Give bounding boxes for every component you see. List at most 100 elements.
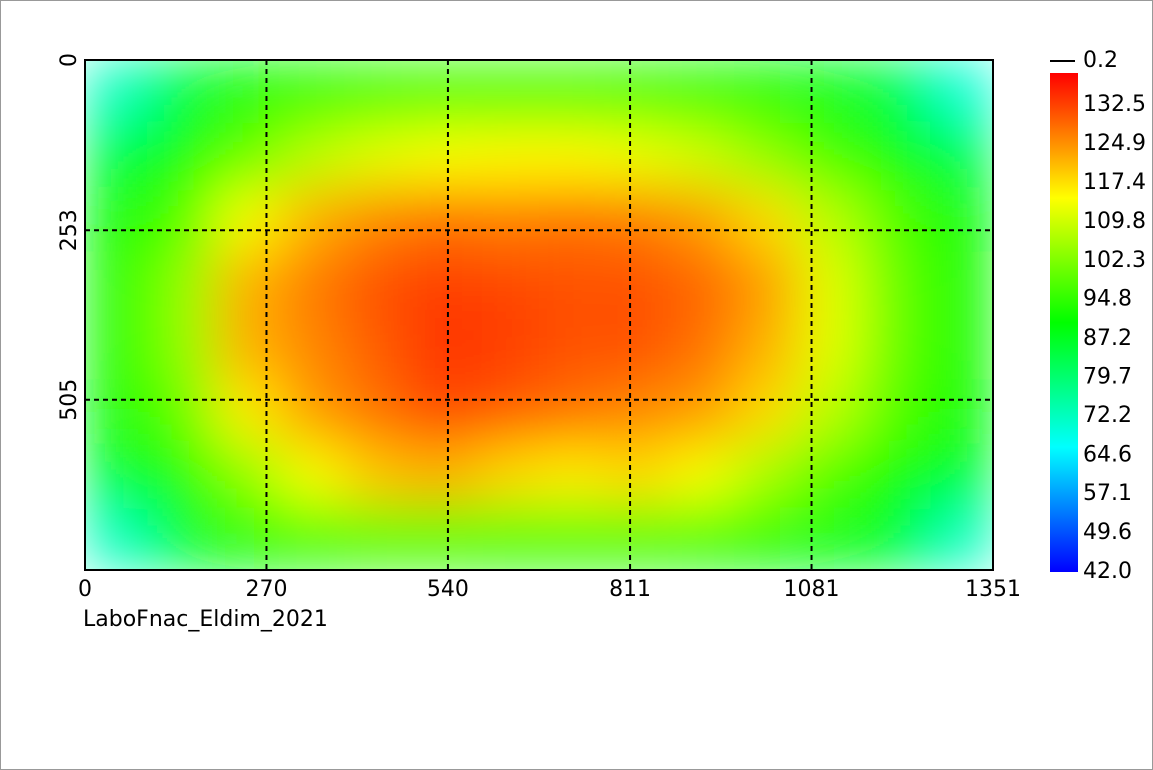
x-tick-label: 811 <box>609 577 651 602</box>
heat-cell <box>603 315 670 380</box>
colorbar-tick-label: 42.0 <box>1083 559 1132 584</box>
heat-cell <box>798 379 864 444</box>
heat-cell <box>214 187 281 252</box>
heat-cell <box>474 443 540 508</box>
colorbar-tick-label: 117.4 <box>1083 170 1146 195</box>
x-tick-label: 270 <box>245 577 287 602</box>
heat-cell <box>149 507 216 570</box>
heat-cell <box>85 251 151 316</box>
heat-cell <box>85 507 151 570</box>
heat-cell <box>474 60 540 125</box>
colorbar-tick-label: 64.6 <box>1083 442 1132 467</box>
heat-cell <box>474 315 540 380</box>
heat-cell <box>279 187 345 252</box>
colorbar-tick-label: 94.8 <box>1083 287 1132 312</box>
heat-cell <box>928 443 993 508</box>
colorbar-tick-label: 132.5 <box>1083 92 1146 117</box>
heat-cell <box>344 251 410 316</box>
heat-cell <box>668 251 735 316</box>
heat-cell <box>668 123 735 188</box>
heat-cell <box>539 315 605 380</box>
heat-cell <box>603 251 670 316</box>
heat-cell <box>733 123 799 188</box>
heat-cell <box>279 315 345 380</box>
heat-cell <box>928 187 993 252</box>
heat-cell <box>149 251 216 316</box>
heat-cell <box>344 507 410 570</box>
heat-cell <box>668 60 735 125</box>
heat-cell <box>603 123 670 188</box>
heat-cell <box>409 315 475 380</box>
heat-cell <box>539 251 605 316</box>
heat-cell <box>149 315 216 380</box>
colorbar-tick-label: 87.2 <box>1083 326 1132 351</box>
heat-cell <box>928 251 993 316</box>
heat-cell <box>798 251 864 316</box>
heat-cell <box>539 507 605 570</box>
heat-cell <box>539 379 605 444</box>
plot-border <box>84 59 994 571</box>
heat-cell <box>539 187 605 252</box>
heat-cell <box>798 507 864 570</box>
heat-cell <box>344 443 410 508</box>
heat-cell <box>474 507 540 570</box>
x-tick-label: 540 <box>427 577 469 602</box>
heat-cell <box>863 379 929 444</box>
heat-cell <box>539 443 605 508</box>
heat-cell <box>214 507 281 570</box>
heat-cell <box>863 187 929 252</box>
heat-cell <box>344 379 410 444</box>
heat-cell <box>863 315 929 380</box>
colorbar <box>1050 73 1078 572</box>
heat-cell <box>85 60 151 125</box>
heat-cell <box>214 315 281 380</box>
heat-cell <box>798 60 864 125</box>
heat-cell <box>733 60 799 125</box>
heat-cell <box>279 251 345 316</box>
heat-cell <box>733 251 799 316</box>
x-tick-label: 1351 <box>965 577 1021 602</box>
heat-cell <box>603 60 670 125</box>
heat-cell <box>344 60 410 125</box>
heat-cell <box>409 187 475 252</box>
heat-cell <box>85 123 151 188</box>
heat-cell <box>279 379 345 444</box>
heatmap <box>85 60 993 570</box>
subtitle: LaboFnac_Eldim_2021 <box>83 607 328 632</box>
colorbar-tick-label: 72.2 <box>1083 403 1132 428</box>
heat-cell <box>409 507 475 570</box>
colorbar-marker-label: 0.2 <box>1083 48 1118 73</box>
x-tick-label: 1081 <box>784 577 840 602</box>
heat-cell <box>928 60 993 125</box>
heat-cell <box>279 443 345 508</box>
heat-cell <box>863 123 929 188</box>
colorbar-tick-label: 57.1 <box>1083 481 1132 506</box>
heat-cell <box>214 60 281 125</box>
heat-cell <box>85 315 151 380</box>
heat-cell <box>149 443 216 508</box>
colorbar-tick-label: 102.3 <box>1083 248 1146 273</box>
heat-cell <box>279 123 345 188</box>
colorbar-tick-label: 109.8 <box>1083 209 1146 234</box>
heat-cell <box>798 187 864 252</box>
heat-cell <box>149 379 216 444</box>
heat-cell <box>344 315 410 380</box>
heat-cell <box>863 60 929 125</box>
heat-cell <box>214 251 281 316</box>
heat-cell <box>928 379 993 444</box>
heat-cell <box>85 443 151 508</box>
heat-cell <box>214 379 281 444</box>
heat-cell <box>85 379 151 444</box>
heat-cell <box>409 123 475 188</box>
heat-cell <box>474 187 540 252</box>
colorbar-tick-label: 49.6 <box>1083 520 1132 545</box>
heat-cell <box>539 60 605 125</box>
heat-cell <box>149 60 216 125</box>
heat-cell <box>149 187 216 252</box>
heat-cell <box>539 123 605 188</box>
heat-cell <box>798 443 864 508</box>
heat-cell <box>409 443 475 508</box>
heat-cell <box>474 379 540 444</box>
heat-cell <box>928 507 993 570</box>
